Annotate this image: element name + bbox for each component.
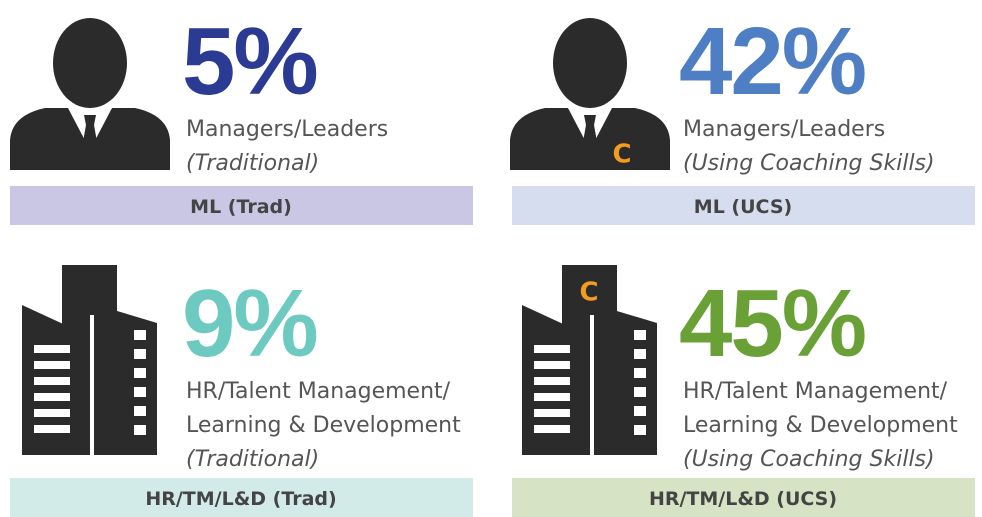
- window: [534, 393, 570, 401]
- panel: C 42%Managers/Leaders (Using Coaching Skil…: [510, 8, 975, 225]
- window: [634, 387, 646, 397]
- band: [10, 478, 473, 517]
- description: Learning & Development: [683, 413, 958, 438]
- tie: [81, 115, 99, 163]
- note: (Traditional): [186, 447, 319, 472]
- window: [134, 349, 146, 359]
- window: [34, 377, 70, 385]
- head: [53, 18, 127, 108]
- description: Learning & Development: [186, 413, 461, 438]
- window: [134, 330, 146, 340]
- window: [534, 409, 570, 417]
- window: [534, 345, 570, 353]
- band: [512, 478, 975, 517]
- note: (Traditional): [186, 151, 319, 176]
- band: [512, 186, 975, 225]
- window: [34, 393, 70, 401]
- panel: 9%HR/Talent Management/Learning & Develo…: [10, 265, 473, 517]
- note: (Using Coaching Skills): [683, 447, 935, 472]
- right-block: [97, 305, 157, 455]
- stat: 45%: [679, 270, 865, 377]
- window: [34, 425, 70, 433]
- window: [134, 406, 146, 416]
- band-label: ML (Trad): [190, 196, 292, 218]
- window: [534, 361, 570, 369]
- stat: 42%: [679, 8, 865, 115]
- panel: 5%Managers/Leaders (Traditional) ML (Trad): [10, 8, 473, 225]
- description: HR/Talent Management/: [683, 379, 948, 404]
- coach-letter: C: [579, 278, 598, 308]
- window: [34, 409, 70, 417]
- band-label: ML (UCS): [694, 196, 792, 218]
- stat: 5%: [182, 8, 317, 115]
- coach-letter: C: [612, 140, 631, 170]
- window: [634, 406, 646, 416]
- window: [634, 349, 646, 359]
- window: [134, 387, 146, 397]
- tie: [581, 115, 599, 163]
- band-label: HR/TM/L&D (Trad): [145, 488, 336, 510]
- description: Managers/Leaders: [186, 117, 388, 142]
- window: [534, 377, 570, 385]
- description: HR/Talent Management/: [186, 379, 451, 404]
- window: [134, 368, 146, 378]
- head: [553, 18, 627, 108]
- window: [34, 361, 70, 369]
- band: [10, 186, 473, 225]
- description: Managers/Leaders: [683, 117, 885, 142]
- window: [34, 345, 70, 353]
- stat: 9%: [182, 270, 317, 377]
- window: [634, 330, 646, 340]
- panel: C 45%HR/Talent Management/Learning & Deve…: [512, 265, 975, 517]
- band-label: HR/TM/L&D (UCS): [649, 488, 837, 510]
- window: [634, 425, 646, 435]
- window: [134, 425, 146, 435]
- window: [534, 425, 570, 433]
- right-block: [597, 305, 657, 455]
- window: [634, 368, 646, 378]
- note: (Using Coaching Skills): [683, 151, 935, 176]
